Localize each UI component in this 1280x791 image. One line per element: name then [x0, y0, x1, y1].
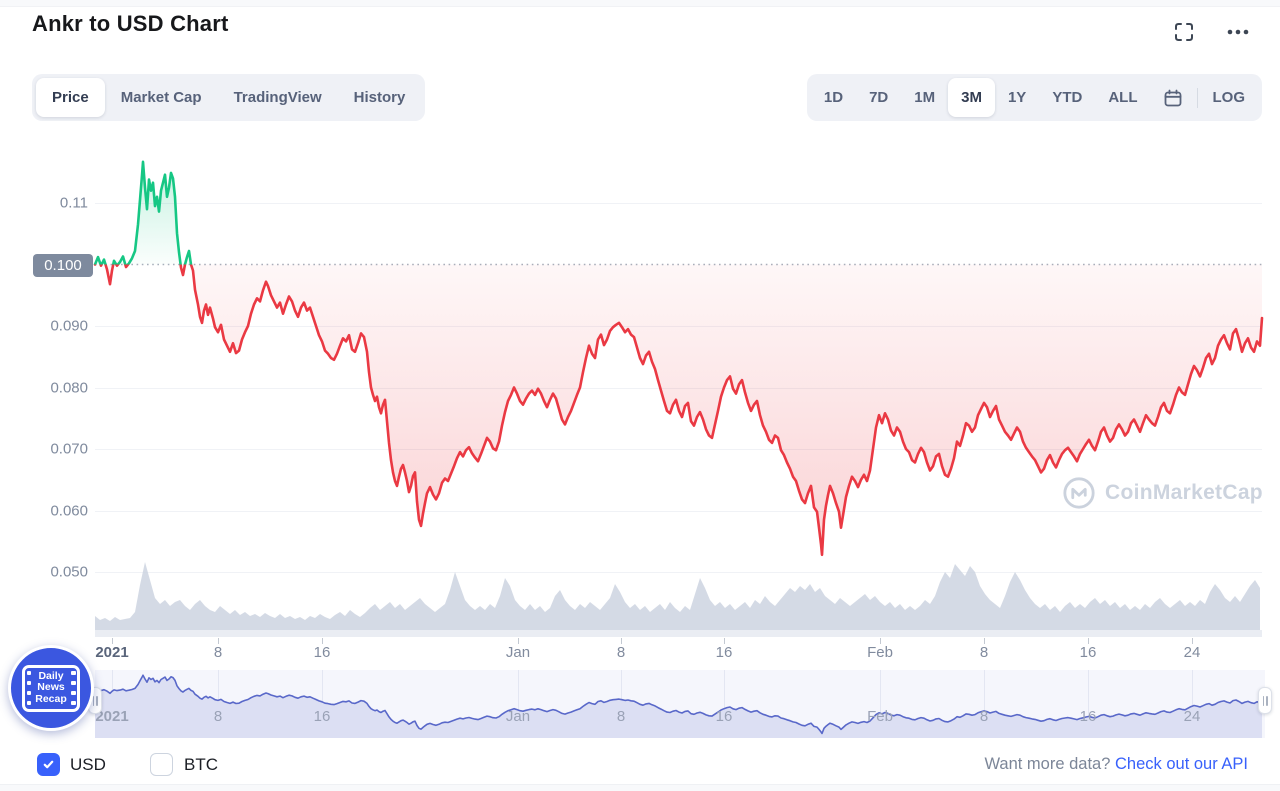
x-axis-label: 8: [979, 644, 989, 661]
calendar-icon[interactable]: [1151, 78, 1195, 117]
range-1m[interactable]: 1M: [914, 89, 936, 106]
watermark-text: CoinMarketCap: [1105, 481, 1263, 504]
coinmarketcap-watermark: CoinMarketCap: [1062, 476, 1263, 510]
btc-label: BTC: [184, 755, 218, 774]
range-all[interactable]: ALL: [1108, 89, 1138, 106]
chart-footer: USD BTC Want more data? Check out our AP…: [0, 745, 1280, 784]
log-scale-button[interactable]: LOG: [1212, 89, 1246, 106]
api-promo-text: Want more data?: [984, 755, 1111, 773]
y-axis-label: 0.11: [59, 194, 88, 212]
x-axis-strip: [95, 630, 1262, 637]
film-strip-icon: Daily News Recap: [22, 664, 80, 712]
tab-price[interactable]: Price: [36, 78, 105, 117]
coinmarketcap-logo-icon: [1063, 477, 1095, 509]
api-link[interactable]: Check out our API: [1115, 755, 1248, 773]
navigator-axis-label: Jan: [505, 708, 531, 725]
y-axis-label: 0.050: [50, 563, 88, 581]
x-axis-label: 8: [616, 644, 626, 661]
daily-news-recap-badge[interactable]: Daily News Recap: [8, 645, 94, 731]
range-7d[interactable]: 7D: [869, 89, 889, 106]
tab-tradingview[interactable]: TradingView: [233, 89, 322, 106]
navigator-axis-label: Feb: [867, 708, 893, 725]
api-promo: Want more data? Check out our API: [984, 755, 1248, 774]
y-axis-label: 0.070: [50, 440, 88, 458]
navigator-axis-label: 16: [1079, 708, 1097, 725]
navigator-axis-label: 16: [715, 708, 733, 725]
tab-history[interactable]: History: [353, 89, 406, 106]
y-axis-label: 0.090: [50, 317, 88, 335]
page-title: Ankr to USD Chart: [32, 11, 229, 36]
navigator-axis-label: 2021: [95, 708, 129, 725]
fullscreen-icon[interactable]: [1172, 20, 1196, 44]
x-axis-label: 16: [1079, 644, 1097, 661]
btc-checkbox[interactable]: [150, 753, 173, 776]
navigator-axis-label: 16: [313, 708, 331, 725]
x-axis-label: 8: [213, 644, 223, 661]
navigator-axis-label: 8: [979, 708, 989, 725]
x-axis-label: 16: [715, 644, 733, 661]
usd-label: USD: [70, 755, 106, 774]
x-axis-label: 24: [1183, 644, 1201, 661]
x-axis-label: Feb: [867, 644, 893, 661]
range-3m[interactable]: 3M: [948, 78, 995, 117]
more-options-icon[interactable]: [1226, 20, 1250, 44]
price-area-down: [95, 264, 1262, 555]
navigator-right-handle[interactable]: [1258, 687, 1272, 714]
x-axis-label: 16: [313, 644, 331, 661]
usd-checkbox[interactable]: [37, 753, 60, 776]
range-1d[interactable]: 1D: [823, 89, 844, 106]
divider: [1196, 87, 1198, 108]
navigator-area: [95, 675, 1262, 738]
x-axis-label: 2021: [95, 644, 129, 661]
y-axis-label: 0.080: [50, 379, 88, 396]
bottom-divider: [0, 784, 1280, 791]
navigator-axis-label: 8: [213, 708, 223, 725]
tab-market-cap[interactable]: Market Cap: [120, 89, 202, 106]
navigator-axis-label: 24: [1183, 708, 1201, 725]
date-range-selector: 1D 7D 1M 3M 1Y YTD ALL LOG: [806, 74, 1262, 121]
x-axis-label: Jan: [505, 644, 531, 661]
current-price-badge: 0.100: [33, 254, 93, 277]
range-1y[interactable]: 1Y: [1007, 89, 1027, 106]
volume-bars: [95, 562, 1260, 630]
navigator-line: [94, 674, 1263, 735]
top-divider: [0, 0, 1280, 7]
y-axis-label: 0.060: [50, 502, 88, 519]
chart-type-tabs: Price Market Cap TradingView History: [32, 74, 426, 121]
range-ytd[interactable]: YTD: [1052, 89, 1083, 106]
price-line-down: [93, 264, 1264, 557]
navigator-axis-label: 8: [616, 708, 626, 725]
